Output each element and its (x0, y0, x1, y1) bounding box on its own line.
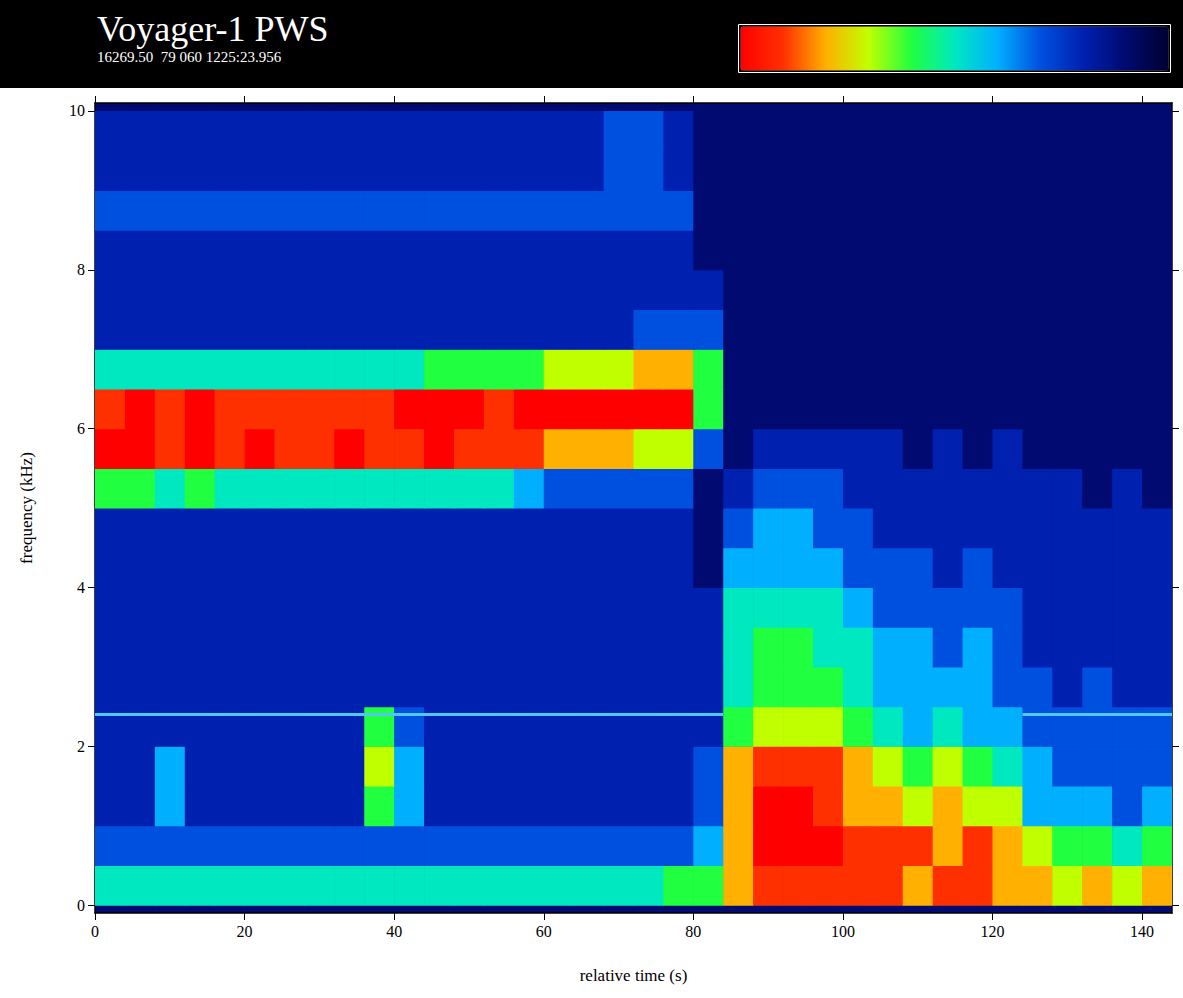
svg-text:40: 40 (386, 923, 402, 940)
svg-text:120: 120 (981, 923, 1005, 940)
svg-text:10: 10 (69, 102, 85, 119)
svg-text:20: 20 (237, 923, 253, 940)
svg-text:6: 6 (77, 420, 85, 437)
svg-text:60: 60 (536, 923, 552, 940)
svg-text:140: 140 (1130, 923, 1154, 940)
svg-text:4: 4 (77, 579, 85, 596)
svg-text:2: 2 (77, 738, 85, 755)
svg-text:100: 100 (831, 923, 855, 940)
svg-text:80: 80 (685, 923, 701, 940)
svg-text:0: 0 (77, 897, 85, 914)
svg-text:relative time (s): relative time (s) (580, 966, 688, 985)
svg-text:Voyager-1 PWS: Voyager-1 PWS (97, 9, 329, 49)
svg-text:8: 8 (77, 261, 85, 278)
svg-text:16269.50 79 060 1225:23.956: 16269.50 79 060 1225:23.956 (97, 49, 282, 65)
svg-text:0: 0 (91, 923, 99, 940)
svg-text:frequency (kHz): frequency (kHz) (17, 452, 36, 564)
